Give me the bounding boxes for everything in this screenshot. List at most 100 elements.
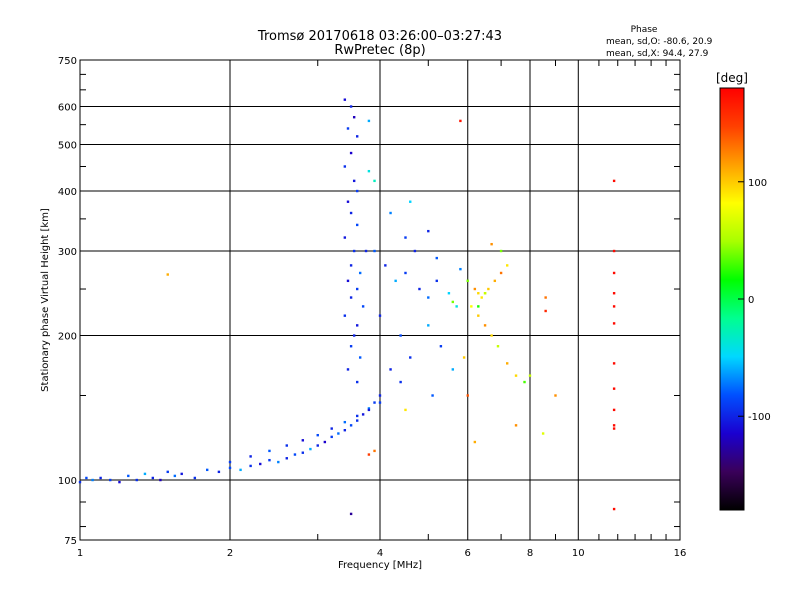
data-point — [447, 292, 451, 295]
data-point — [523, 380, 526, 384]
data-point — [394, 279, 397, 283]
data-point — [346, 279, 350, 283]
data-point — [337, 432, 340, 435]
data-point — [346, 200, 350, 203]
data-point — [364, 249, 368, 253]
data-point — [544, 296, 547, 299]
data-point — [109, 478, 112, 482]
data-point — [612, 249, 616, 253]
data-point — [451, 368, 455, 371]
data-point — [404, 408, 407, 412]
data-point — [404, 236, 407, 239]
data-point — [285, 457, 288, 460]
data-point — [346, 127, 350, 130]
data-point — [349, 105, 353, 108]
data-point — [612, 322, 616, 325]
x-axis-label: Frequency [MHz] — [338, 560, 422, 571]
data-point — [349, 151, 353, 155]
data-point — [349, 264, 353, 267]
data-point — [316, 444, 319, 447]
data-point — [355, 189, 359, 193]
x-tick-label: 6 — [465, 548, 471, 559]
data-point — [166, 470, 169, 474]
data-point — [173, 474, 177, 478]
data-point — [355, 287, 359, 291]
data-point — [99, 476, 102, 480]
data-point — [496, 345, 500, 348]
data-point — [612, 387, 616, 390]
phase-stats-heading: Phase — [631, 25, 658, 35]
data-point — [352, 334, 356, 337]
data-point — [277, 460, 280, 464]
data-point — [399, 334, 402, 337]
data-point — [78, 480, 82, 484]
data-point — [473, 440, 477, 444]
data-point — [346, 368, 350, 371]
data-point — [367, 119, 371, 123]
data-point — [409, 356, 412, 359]
data-point — [343, 429, 347, 432]
data-point — [439, 345, 443, 348]
data-point — [499, 271, 503, 275]
data-point — [389, 368, 392, 371]
data-point — [505, 264, 509, 267]
data-point — [151, 476, 155, 480]
data-point — [399, 380, 402, 384]
data-point — [493, 279, 497, 283]
data-point — [343, 314, 347, 317]
data-point — [343, 98, 347, 101]
data-point — [612, 362, 616, 365]
data-point — [378, 314, 382, 317]
data-point — [470, 305, 473, 308]
data-point — [514, 374, 518, 377]
data-point — [455, 305, 458, 308]
data-point — [355, 223, 359, 227]
data-point — [427, 229, 430, 233]
data-point — [301, 451, 305, 454]
y-tick-label: 300 — [58, 247, 77, 258]
data-point — [159, 478, 162, 482]
data-point — [349, 345, 353, 348]
data-point — [143, 472, 147, 476]
colorbar-tick-label: -100 — [748, 412, 771, 423]
colorbar-tick-label: 0 — [748, 295, 754, 306]
data-point — [427, 324, 430, 327]
y-axis-label: Stationary phase Virtual Height [km] — [40, 208, 51, 392]
data-point — [352, 179, 356, 183]
data-point — [466, 279, 469, 283]
data-point — [378, 401, 382, 404]
data-point — [349, 512, 353, 516]
data-point — [343, 420, 347, 424]
data-point — [268, 458, 271, 462]
data-point — [127, 474, 130, 478]
x-tick-label: 2 — [227, 548, 233, 559]
data-point — [349, 296, 353, 299]
data-point — [355, 135, 359, 138]
data-point — [355, 324, 359, 327]
phase-stats-x: mean, sd,X: 94.4, 27.9 — [606, 49, 709, 59]
data-point — [228, 460, 232, 464]
data-point — [514, 424, 518, 427]
data-point — [239, 468, 242, 472]
data-point — [373, 449, 376, 453]
data-point — [349, 211, 353, 215]
data-point — [541, 432, 545, 435]
data-point — [435, 279, 438, 283]
y-tick-label: 600 — [58, 103, 77, 114]
data-point — [459, 267, 462, 271]
y-tick-label: 500 — [58, 141, 77, 152]
data-point — [483, 324, 487, 327]
data-point — [612, 271, 616, 275]
data-point — [612, 507, 616, 511]
colorbar: [deg] 100 0 -100 — [716, 71, 771, 511]
data-point — [487, 287, 490, 291]
data-point — [180, 472, 183, 476]
data-point — [367, 408, 371, 412]
data-point — [384, 264, 387, 267]
data-point — [477, 305, 480, 308]
data-point — [427, 296, 430, 299]
data-point — [349, 424, 353, 427]
data-point — [285, 444, 288, 447]
data-point — [361, 305, 365, 308]
data-point — [431, 394, 434, 397]
